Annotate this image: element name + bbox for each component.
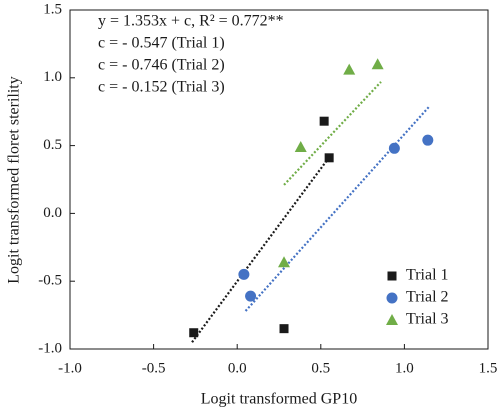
x-tick-label: -0.5 [142, 360, 166, 376]
y-tick-label: -0.5 [38, 273, 62, 289]
marker-circle [386, 292, 398, 304]
annotation: c = - 0.547 (Trial 1) [98, 35, 225, 52]
x-tick-label: 0.5 [311, 360, 330, 376]
marker-circle [388, 142, 400, 154]
marker-square [279, 324, 289, 334]
x-axis-title: Logit transformed GP10 [201, 391, 357, 408]
legend-label: Trial 2 [406, 289, 449, 306]
y-tick-label: -1.0 [38, 340, 62, 356]
y-tick-label: 0.0 [43, 205, 62, 221]
x-tick-label: 1.0 [395, 360, 414, 376]
marker-circle [245, 290, 257, 302]
marker-circle [422, 134, 434, 146]
trendline [283, 81, 382, 186]
x-tick-label: -1.0 [58, 360, 82, 376]
marker-triangle [278, 256, 291, 268]
trendline [191, 154, 332, 343]
y-tick-label: 1.0 [43, 69, 62, 85]
marker-triangle [343, 63, 356, 75]
marker-circle [238, 268, 250, 280]
annotation: c = - 0.746 (Trial 2) [98, 57, 225, 74]
trendline [244, 105, 431, 312]
plot-frame [69, 9, 489, 350]
marker-square [319, 116, 329, 126]
y-tick-label: 1.5 [43, 1, 62, 17]
marker-triangle [371, 58, 384, 70]
x-tick-label: 0.0 [228, 360, 247, 376]
marker-triangle [294, 140, 307, 152]
annotation: y = 1.353x + c, R² = 0.772** [98, 13, 284, 30]
legend-label: Trial 1 [406, 267, 449, 284]
legend-label: Trial 3 [406, 311, 449, 328]
marker-square [189, 328, 199, 338]
marker-square [387, 271, 397, 281]
y-tick-label: 0.5 [43, 137, 62, 153]
x-tick-label: 1.5 [479, 360, 498, 376]
y-axis-title: Logit transformed floret sterility [6, 76, 23, 284]
annotation: c = - 0.152 (Trial 3) [98, 79, 225, 96]
marker-triangle [386, 314, 398, 325]
marker-square [324, 153, 334, 163]
